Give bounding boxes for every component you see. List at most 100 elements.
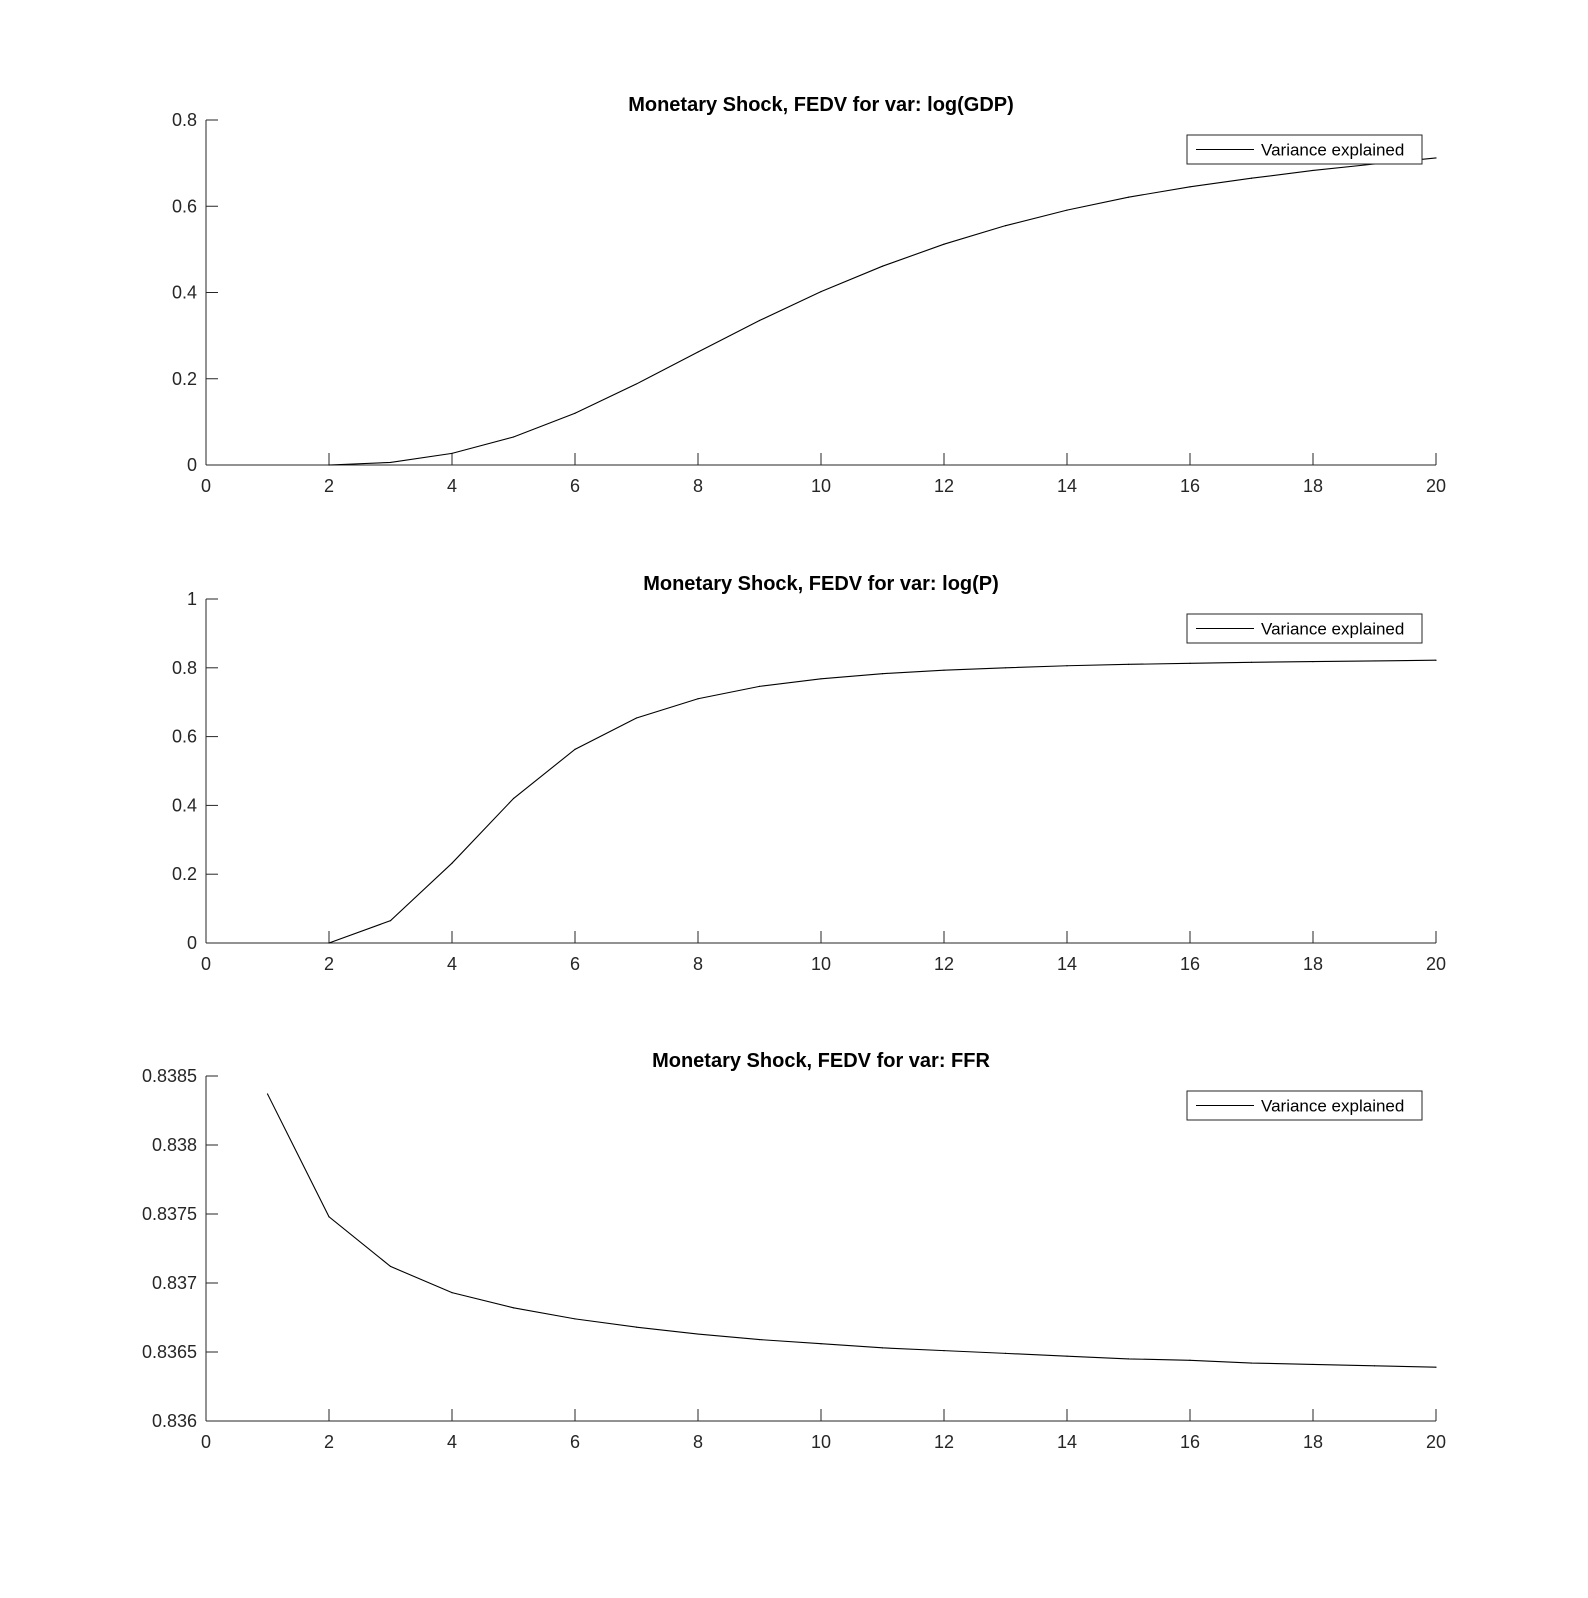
data-point [1435, 157, 1437, 159]
data-point [389, 1265, 392, 1268]
data-point [943, 1350, 945, 1352]
data-point [1312, 661, 1314, 663]
y-tick-label: 0.6 [172, 727, 197, 747]
x-tick-label: 4 [447, 954, 457, 974]
data-point [328, 942, 330, 944]
data-point [758, 319, 761, 322]
x-tick-label: 0 [201, 476, 211, 496]
legend-label: Variance explained [1261, 620, 1404, 639]
x-tick-label: 8 [693, 954, 703, 974]
data-point [574, 1318, 576, 1320]
data-point [820, 678, 822, 680]
data-point [943, 243, 945, 245]
data-point [1250, 177, 1253, 179]
data-point [328, 464, 330, 466]
legend-label: Variance explained [1261, 141, 1404, 160]
data-point [574, 748, 576, 750]
data-point [635, 1326, 638, 1328]
data-point [389, 920, 392, 922]
x-tick-label: 12 [934, 954, 954, 974]
data-point [1435, 1366, 1437, 1368]
y-tick-label: 0 [187, 455, 197, 475]
data-point [635, 717, 638, 719]
legend: Variance explained [1186, 1090, 1423, 1121]
data-point [1189, 662, 1191, 664]
chart-title: Monetary Shock, FEDV for var: log(GDP) [628, 94, 1014, 116]
y-tick-label: 0.8 [172, 658, 197, 678]
data-point [328, 1216, 330, 1218]
x-tick-label: 2 [324, 476, 334, 496]
data-point [1127, 663, 1130, 665]
series-line [267, 1093, 1437, 1368]
y-tick-label: 0.838 [152, 1135, 197, 1155]
data-point [1189, 186, 1191, 188]
chart-1: 0 2 4 6 8 10 12 14 16 18 20 0 0.2 0.4 0.6 0.8 Monetary S… [172, 94, 1446, 496]
y-tick-label: 0.4 [172, 795, 197, 815]
data-point [1004, 225, 1007, 227]
legend: Variance explained [1186, 134, 1423, 165]
data-point [881, 1347, 884, 1349]
data-point [1312, 169, 1314, 172]
x-tick-label: 2 [324, 954, 334, 974]
data-point [1250, 1362, 1253, 1364]
data-point [697, 1333, 699, 1335]
data-point [451, 862, 453, 864]
data-point [1066, 1355, 1068, 1357]
data-point [512, 797, 515, 800]
x-tick-label: 0 [201, 954, 211, 974]
data-point [943, 669, 945, 671]
data-point [1189, 1359, 1191, 1361]
x-tick-label: 18 [1303, 1432, 1323, 1452]
data-point [1127, 1358, 1130, 1360]
x-tick-label: 16 [1180, 1432, 1200, 1452]
x-tick-label: 14 [1057, 954, 1077, 974]
y-tick-label: 0 [187, 933, 197, 953]
data-point [266, 1093, 269, 1095]
data-point [820, 1343, 822, 1345]
data-point [635, 383, 638, 385]
x-tick-label: 12 [934, 1432, 954, 1452]
x-tick-label: 8 [693, 476, 703, 496]
chart-title: Monetary Shock, FEDV for var: FFR [652, 1050, 990, 1072]
data-point [881, 673, 884, 675]
y-tick-label: 0.8385 [142, 1066, 197, 1086]
data-point [574, 412, 576, 414]
x-tick-label: 4 [447, 476, 457, 496]
data-point [1004, 1352, 1007, 1354]
data-point [1127, 196, 1130, 198]
x-tick-label: 10 [811, 954, 831, 974]
data-point [1066, 665, 1068, 667]
x-tick-label: 12 [934, 476, 954, 496]
x-tick-label: 6 [570, 1432, 580, 1452]
data-point [758, 1338, 761, 1341]
data-point [1373, 660, 1376, 662]
data-point [697, 351, 699, 353]
data-point [1435, 659, 1437, 661]
chart-2: 0 2 4 6 8 10 12 14 16 18 20 0 0.2 0.4 0.6 0.8 1 Monetary … [172, 573, 1446, 974]
x-tick-label: 20 [1426, 954, 1446, 974]
y-tick-label: 0.8375 [142, 1204, 197, 1224]
x-tick-label: 6 [570, 476, 580, 496]
y-tick-label: 0.2 [172, 864, 197, 884]
data-point [1250, 661, 1253, 663]
y-tick-label: 0.8 [172, 110, 197, 130]
data-point [1373, 1365, 1376, 1367]
data-point [451, 452, 453, 454]
x-tick-label: 14 [1057, 1432, 1077, 1452]
y-tick-label: 0.837 [152, 1273, 197, 1293]
x-tick-label: 6 [570, 954, 580, 974]
x-tick-label: 8 [693, 1432, 703, 1452]
x-tick-label: 20 [1426, 476, 1446, 496]
data-point [881, 265, 884, 267]
y-tick-label: 0.2 [172, 369, 197, 389]
x-tick-label: 18 [1303, 476, 1323, 496]
y-tick-label: 0.8365 [142, 1342, 197, 1362]
data-point [389, 461, 392, 464]
x-tick-label: 0 [201, 1432, 211, 1452]
y-tick-label: 0.6 [172, 196, 197, 216]
x-tick-label: 14 [1057, 476, 1077, 496]
y-tick-label: 0.4 [172, 283, 197, 303]
x-tick-label: 4 [447, 1432, 457, 1452]
